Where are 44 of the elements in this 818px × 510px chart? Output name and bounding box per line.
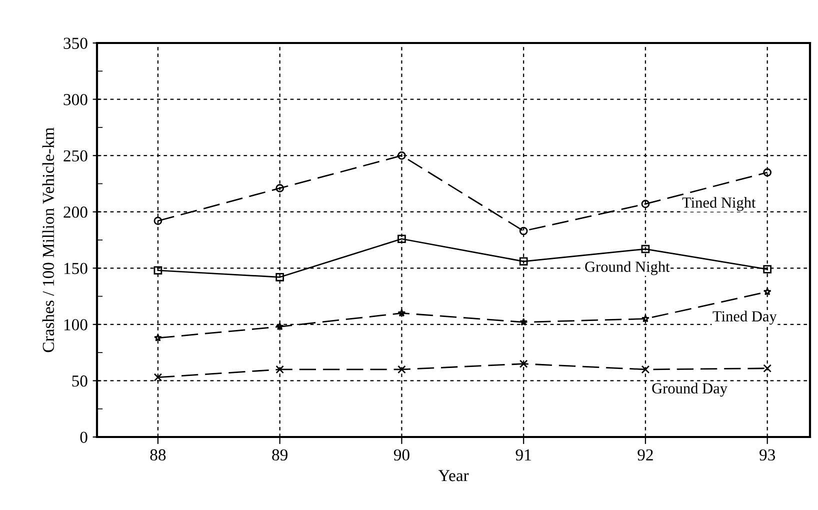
point xyxy=(641,365,650,374)
y-tick-label: 150 xyxy=(64,262,88,274)
point xyxy=(154,216,162,226)
point xyxy=(276,365,284,374)
point xyxy=(519,257,528,266)
point xyxy=(154,266,162,275)
x-axis-title: Year xyxy=(438,470,469,482)
point xyxy=(641,244,650,254)
y-tick-label: 350 xyxy=(64,38,88,49)
y-tick-label: 0 xyxy=(80,432,88,443)
point xyxy=(763,288,772,296)
point xyxy=(641,200,650,208)
point xyxy=(519,226,528,236)
point xyxy=(763,265,772,274)
x-tick-label: 91 xyxy=(516,449,531,461)
x-tick-label: 88 xyxy=(150,449,166,461)
series-label: Ground Night xyxy=(585,261,670,276)
x-tick-label: 90 xyxy=(394,449,410,461)
point xyxy=(398,151,406,160)
point xyxy=(276,322,284,330)
point xyxy=(154,334,162,342)
series-label: Tined Night xyxy=(682,197,756,211)
point xyxy=(520,318,528,326)
point xyxy=(276,184,284,192)
x-tick-label: 92 xyxy=(638,449,653,461)
series-label: Ground Day xyxy=(652,382,728,397)
point xyxy=(398,365,406,374)
x-tick-label: 93 xyxy=(760,449,776,461)
y-tick-label: 50 xyxy=(72,375,88,387)
point xyxy=(276,272,284,282)
series-label: Tined Day xyxy=(712,310,777,325)
y-tick-label: 200 xyxy=(64,206,88,218)
y-tick-label: 250 xyxy=(64,150,88,162)
point xyxy=(641,314,650,322)
point xyxy=(763,168,772,177)
point xyxy=(519,360,528,368)
y-tick-label: 100 xyxy=(64,319,88,330)
point xyxy=(398,309,406,317)
x-tick-label: 89 xyxy=(272,449,288,461)
y-axis-title: Crashes / 100 Million Vehicle-km xyxy=(42,127,54,352)
point xyxy=(154,373,162,382)
point xyxy=(763,364,772,372)
point xyxy=(398,234,406,244)
y-tick-label: 300 xyxy=(64,94,88,106)
